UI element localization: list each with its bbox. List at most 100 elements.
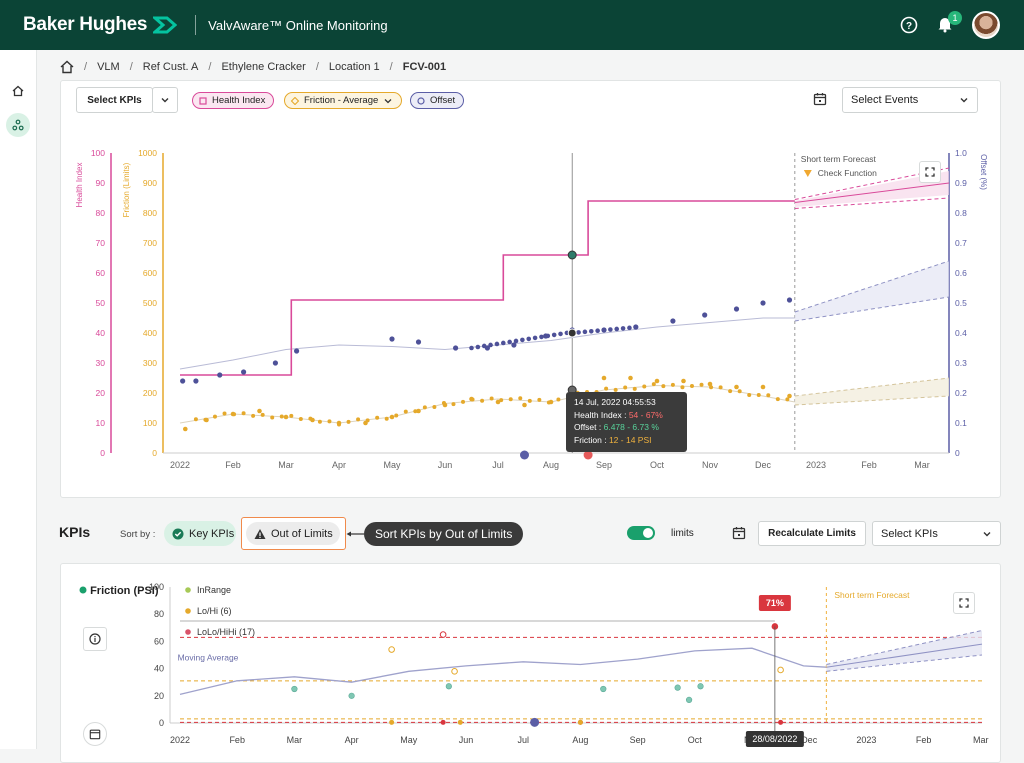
offset-point bbox=[513, 338, 519, 344]
offset-point bbox=[539, 334, 544, 340]
offset-point bbox=[241, 369, 247, 375]
friction-point bbox=[279, 414, 284, 419]
offset-forecast-upper bbox=[794, 260, 950, 313]
health-highlight-point bbox=[567, 250, 577, 260]
friction-point bbox=[384, 416, 389, 421]
friction-chart[interactable]: 0 20 40 60 80 100 2022 Feb Mar Apr May Jun Jul Aug Sep… bbox=[60, 575, 1001, 749]
x-tick-label: Mar bbox=[973, 735, 989, 745]
offset-point bbox=[511, 342, 517, 348]
top-bar: Baker Hughes ValvAware™ Online Monitorin… bbox=[0, 0, 1024, 50]
calendar-icon[interactable] bbox=[813, 92, 827, 106]
friction-tick-label: 900 bbox=[143, 178, 157, 188]
friction-point bbox=[734, 384, 739, 390]
friction-point bbox=[604, 386, 609, 391]
maintenance-event-marker bbox=[520, 450, 529, 460]
offset-point bbox=[670, 318, 676, 324]
lolo-point bbox=[577, 719, 583, 725]
health-tick-label: 40 bbox=[96, 328, 106, 338]
friction-point bbox=[470, 397, 475, 402]
chevron-down-icon bbox=[384, 98, 392, 103]
calendar-button[interactable] bbox=[83, 722, 107, 746]
home-icon[interactable] bbox=[60, 60, 74, 74]
recalculate-limits-button[interactable]: Recalculate Limits bbox=[758, 521, 866, 546]
help-icon[interactable]: ? bbox=[900, 16, 918, 34]
friction-point bbox=[283, 414, 289, 420]
fullscreen-icon bbox=[959, 598, 969, 608]
friction-point bbox=[241, 411, 246, 416]
friction-point bbox=[389, 414, 395, 420]
x-tick-label: Mar bbox=[914, 460, 930, 470]
health-axis-label: Health Index bbox=[75, 163, 84, 208]
out-of-limits-button[interactable]: Out of Limits bbox=[241, 517, 346, 550]
svg-text:?: ? bbox=[906, 21, 912, 32]
brand-name: Baker Hughes bbox=[23, 14, 148, 35]
main-chart[interactable]: Health Index Friction (Limits) Offset (%) 0… bbox=[60, 140, 1001, 480]
friction-point bbox=[728, 389, 733, 394]
breadcrumb-item[interactable]: Location 1 bbox=[328, 61, 380, 73]
limits-toggle[interactable] bbox=[627, 526, 655, 540]
offset-point bbox=[786, 297, 793, 303]
assets-nav-item[interactable] bbox=[6, 113, 30, 137]
key-kpis-button[interactable]: Key KPIs bbox=[164, 521, 236, 546]
calendar-icon[interactable] bbox=[732, 526, 746, 540]
friction-point bbox=[441, 401, 446, 406]
offset-axis-label: Offset (%) bbox=[979, 154, 988, 190]
info-button[interactable] bbox=[83, 627, 107, 651]
select-kpis-button[interactable]: Select KPIs bbox=[76, 87, 153, 113]
x-tick-label: Dec bbox=[801, 735, 818, 745]
x-tick-label: Apr bbox=[345, 735, 359, 745]
offset-tick-label: 0.8 bbox=[955, 208, 967, 218]
friction-point bbox=[222, 411, 227, 416]
friction-average-pill[interactable]: Friction - Average bbox=[284, 92, 403, 109]
offset-point bbox=[558, 331, 563, 337]
offset-point bbox=[551, 332, 557, 338]
chevron-down-icon bbox=[161, 98, 169, 103]
lohi-point bbox=[451, 668, 458, 675]
select-events-dropdown[interactable]: Select Events bbox=[842, 87, 978, 113]
tooltip-date: 14 Jul, 2022 04:55:53 bbox=[574, 397, 656, 407]
tooltip-offset-value: 6.478 - 6.73 % bbox=[603, 422, 659, 433]
breadcrumb-item[interactable]: VLM bbox=[97, 61, 120, 73]
brand-logo[interactable]: Baker Hughes bbox=[23, 14, 178, 36]
friction-point bbox=[461, 399, 466, 404]
breadcrumb-current: FCV-001 bbox=[402, 61, 447, 73]
highlight-value-badge bbox=[758, 595, 791, 611]
notifications-button[interactable]: 1 bbox=[936, 10, 962, 36]
x-tick-label: May bbox=[400, 735, 418, 745]
fullscreen-button[interactable] bbox=[919, 161, 941, 183]
lolohihi-point bbox=[439, 631, 447, 638]
friction-point bbox=[346, 419, 351, 424]
callout-arrow-icon bbox=[346, 531, 364, 537]
home-nav-item[interactable] bbox=[6, 79, 30, 103]
forecast-label: Short term Forecast bbox=[801, 154, 877, 164]
inrange-point bbox=[685, 696, 693, 703]
callout-tooltip: Sort KPIs by Out of Limits bbox=[364, 522, 524, 546]
health-index-pill[interactable]: Health Index bbox=[192, 92, 275, 109]
friction-tick-label: 800 bbox=[143, 208, 157, 218]
forecast-label: Short term Forecast bbox=[834, 590, 910, 600]
offset-tick-label: 0.9 bbox=[955, 178, 967, 188]
highlight-date-badge bbox=[745, 731, 804, 747]
friction-point bbox=[651, 382, 656, 387]
avatar[interactable] bbox=[972, 11, 1000, 39]
friction-point bbox=[628, 375, 633, 381]
breadcrumb-item[interactable]: Ethylene Cracker bbox=[221, 61, 306, 73]
friction-point bbox=[689, 384, 694, 389]
kpis-title: KPIs bbox=[59, 524, 91, 540]
chevron-down-icon bbox=[983, 531, 991, 536]
highlight-date: 28/08/2022 bbox=[752, 734, 797, 744]
fullscreen-button[interactable] bbox=[953, 592, 975, 614]
health-tick-label: 0 bbox=[100, 448, 105, 458]
notification-badge: 1 bbox=[948, 10, 962, 25]
y-tick-label: 40 bbox=[154, 664, 164, 674]
select-kpis-dropdown[interactable]: Select KPIs bbox=[872, 521, 1001, 546]
breadcrumb-item[interactable]: Ref Cust. A bbox=[142, 61, 199, 73]
inrange-point bbox=[348, 692, 355, 699]
friction-point bbox=[193, 417, 198, 422]
offset-pill[interactable]: Offset bbox=[410, 92, 465, 109]
x-tick-label: Oct bbox=[650, 460, 665, 470]
friction-point bbox=[499, 398, 504, 403]
x-tick-label: Oct bbox=[688, 735, 703, 745]
select-kpis-dropdown-button[interactable] bbox=[152, 87, 178, 113]
offset-point bbox=[520, 337, 525, 343]
